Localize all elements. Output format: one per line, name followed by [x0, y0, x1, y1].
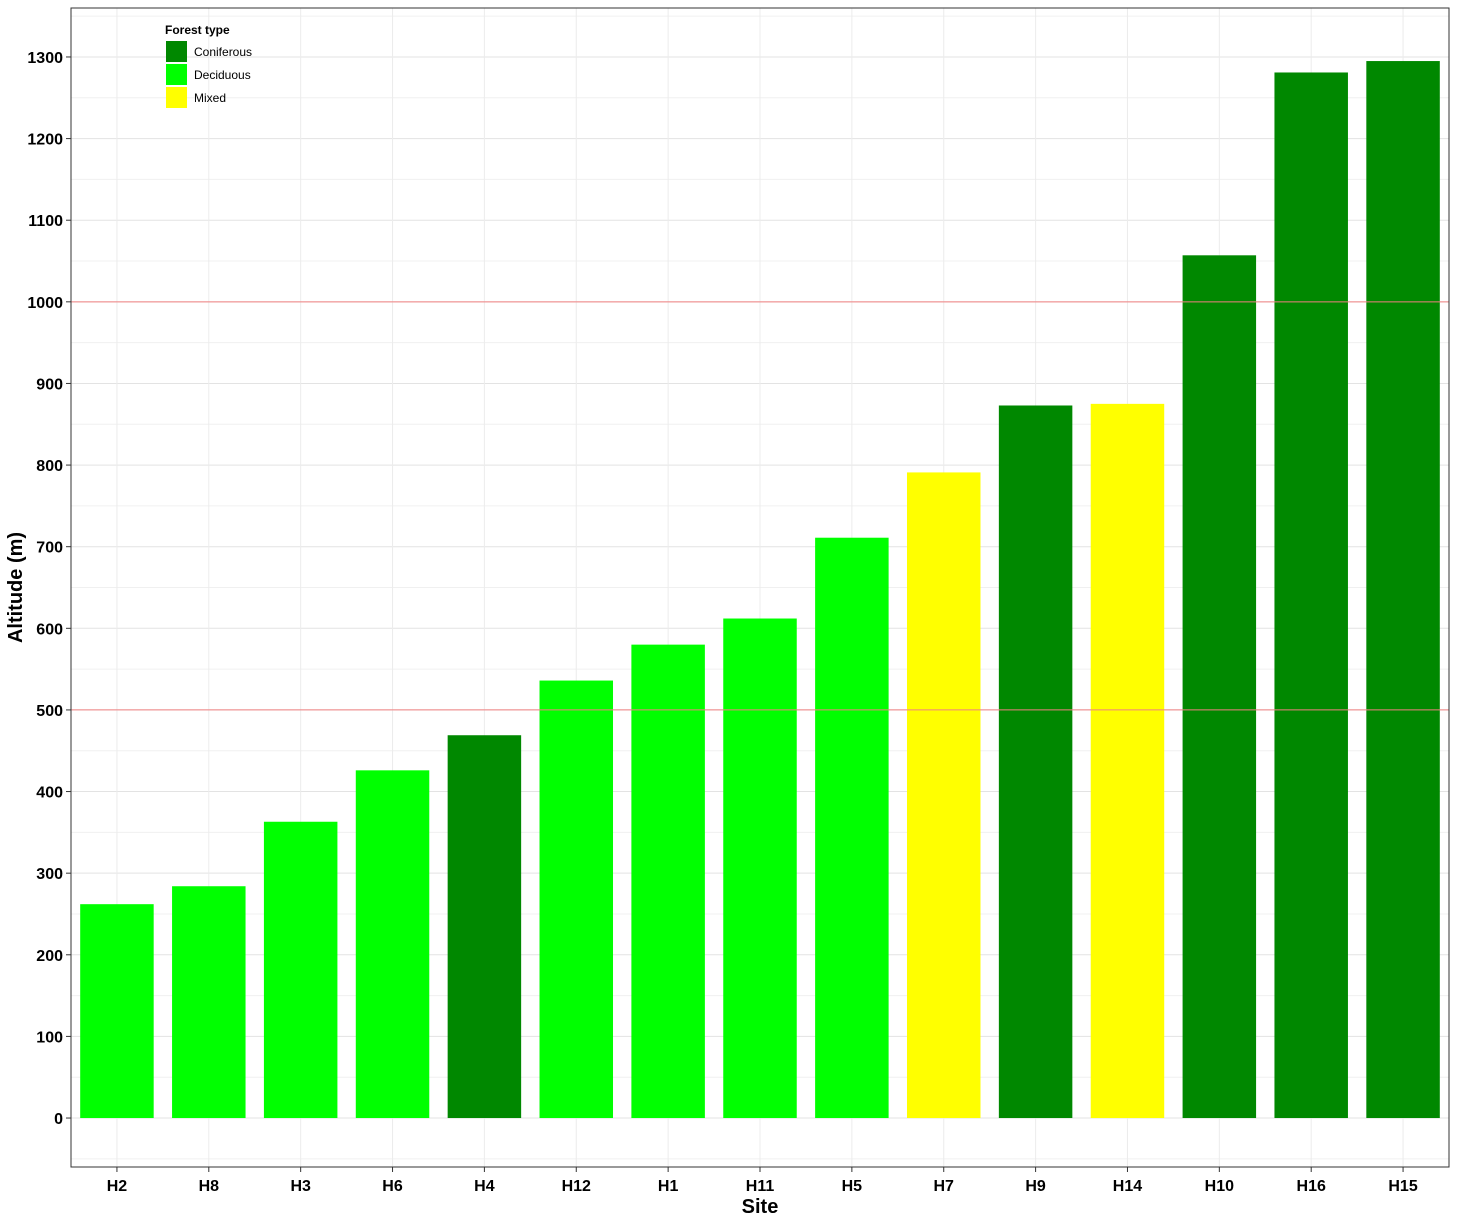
bar-h2 — [80, 904, 154, 1119]
legend: Forest type Coniferous Deciduous Mixed — [165, 23, 252, 108]
y-tick-label: 1100 — [28, 213, 63, 230]
y-axis-title: Altitude (m) — [5, 532, 27, 643]
bar-h5 — [815, 537, 889, 1119]
reference-lines — [71, 301, 1449, 711]
y-tick-label: 300 — [36, 866, 63, 883]
y-tick-label: 0 — [54, 1111, 63, 1128]
y-tick-label: 900 — [36, 376, 63, 393]
x-tick-label: H9 — [1025, 1178, 1046, 1195]
bar-h14 — [1090, 403, 1165, 1119]
x-axis-title: Site — [742, 1196, 779, 1218]
x-axis-ticks: H2 H8 H3 H6 H4 H12 H1 H11 H5 H7 H9 H14 H10 H16 H15 — [107, 1167, 1418, 1195]
y-tick-label: 1000 — [27, 295, 63, 312]
y-tick-label: 600 — [36, 621, 63, 638]
y-tick-label: 400 — [36, 785, 63, 802]
y-tick-label: 1200 — [27, 132, 63, 149]
y-tick-label: 800 — [36, 458, 63, 475]
y-tick-label: 700 — [36, 540, 63, 557]
legend-key-coniferous — [166, 41, 187, 62]
y-axis-ticks: 0 100 200 300 400 500 600 700 800 900 1000 1100 1200… — [27, 50, 71, 1128]
y-tick-label: 200 — [36, 948, 63, 965]
y-tick-label: 100 — [36, 1029, 63, 1046]
legend-label-mixed: Mixed — [194, 91, 226, 105]
x-tick-label: H4 — [474, 1178, 495, 1195]
bar-h7 — [906, 472, 981, 1119]
legend-label-coniferous: Coniferous — [194, 45, 252, 59]
bar-h1 — [631, 644, 705, 1119]
x-tick-label: H10 — [1205, 1178, 1234, 1195]
x-tick-label: H11 — [746, 1178, 775, 1195]
bar-h3 — [263, 821, 338, 1119]
bar-h12 — [539, 680, 614, 1119]
bar-h4 — [447, 735, 522, 1119]
x-tick-label: H14 — [1113, 1178, 1142, 1195]
x-tick-label: H7 — [934, 1178, 955, 1195]
y-tick-label: 1300 — [27, 50, 63, 67]
bars — [80, 61, 1440, 1119]
legend-title: Forest type — [165, 23, 230, 37]
legend-key-deciduous — [166, 64, 187, 85]
bar-h15 — [1366, 61, 1440, 1119]
x-tick-label: H16 — [1297, 1178, 1326, 1195]
x-tick-label: H8 — [199, 1178, 220, 1195]
x-tick-label: H6 — [382, 1178, 403, 1195]
x-tick-label: H5 — [842, 1178, 863, 1195]
x-tick-label: H1 — [658, 1178, 679, 1195]
x-tick-label: H3 — [290, 1178, 311, 1195]
x-tick-label: H12 — [562, 1178, 591, 1195]
bar-h8 — [172, 886, 246, 1119]
x-tick-label: H15 — [1388, 1178, 1417, 1195]
y-tick-label: 500 — [36, 703, 63, 720]
bar-h10 — [1182, 255, 1257, 1119]
bar-h6 — [355, 770, 430, 1119]
legend-key-mixed — [166, 87, 187, 108]
bar-h16 — [1274, 72, 1348, 1119]
legend-label-deciduous: Deciduous — [194, 68, 251, 82]
legend-items: Coniferous Deciduous Mixed — [166, 41, 252, 108]
x-tick-label: H2 — [107, 1178, 128, 1195]
bar-h9 — [998, 405, 1073, 1119]
bar-h11 — [723, 618, 797, 1119]
